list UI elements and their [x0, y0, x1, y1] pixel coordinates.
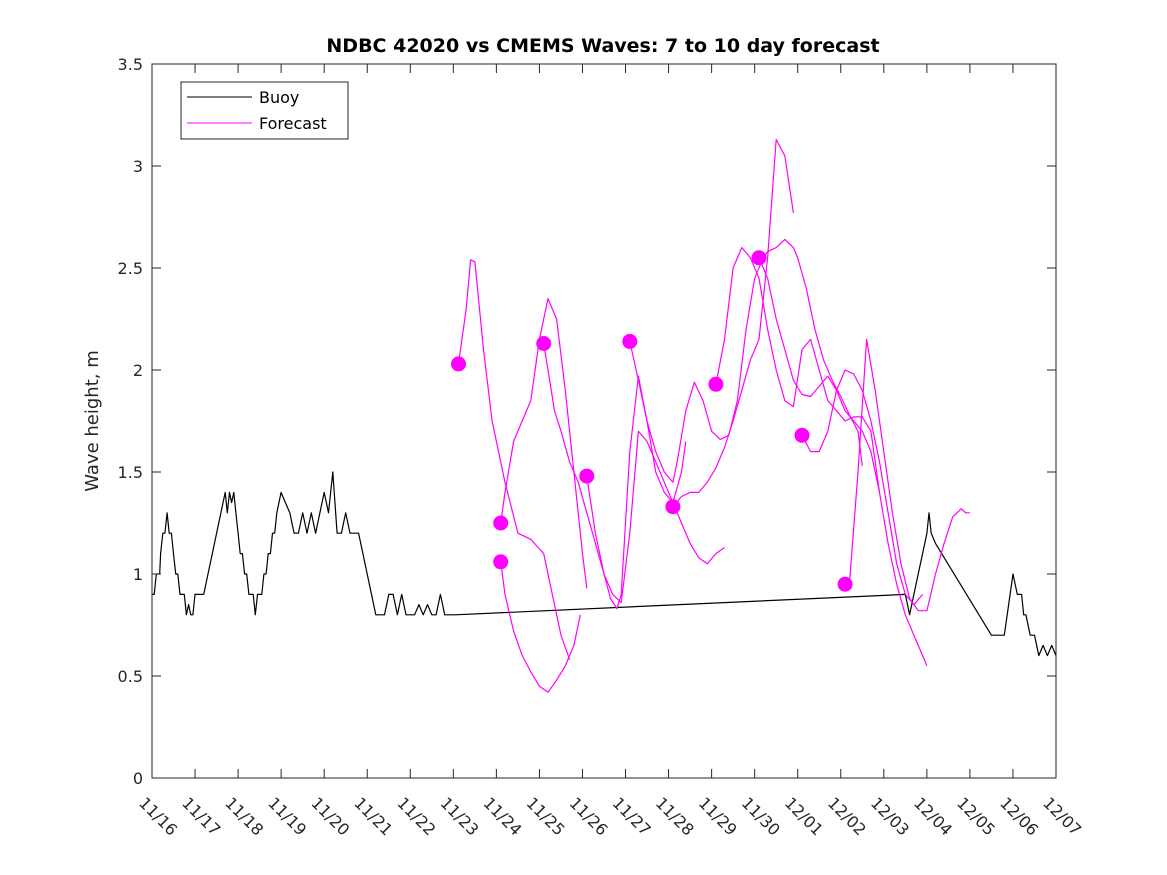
x-tick-label: 11/30 — [738, 793, 784, 839]
plot-frame — [151, 63, 1057, 779]
x-tick-label: 12/04 — [910, 793, 956, 839]
y-axis-label: Wave height, m — [82, 350, 103, 491]
forecast-line — [500, 298, 588, 589]
forecast-start-marker — [493, 554, 509, 570]
forecast-line — [457, 259, 571, 660]
y-axis: 0 0.5 1 1.5 2 2.5 3 3.5 — [118, 55, 1056, 788]
x-tick-label: 11/22 — [393, 793, 439, 839]
forecast-start-marker — [751, 250, 767, 266]
forecast-line — [845, 338, 970, 612]
y-tick-label: 0.5 — [118, 667, 143, 686]
legend: Buoy Forecast — [180, 81, 349, 140]
forecast-start-marker — [794, 427, 810, 443]
x-tick-label: 11/26 — [566, 793, 612, 839]
forecast-start-marker — [708, 376, 724, 392]
forecast-line — [758, 257, 928, 667]
forecast-line — [715, 247, 881, 493]
x-tick-label: 11/23 — [437, 793, 483, 839]
x-tick-label: 12/03 — [867, 793, 913, 839]
series-layer — [152, 138, 1057, 693]
forecast-line — [500, 561, 581, 693]
x-tick-label: 11/18 — [221, 793, 267, 839]
x-tick-label: 12/07 — [1039, 793, 1085, 839]
forecast-line — [543, 343, 687, 610]
forecast-line — [629, 238, 863, 483]
forecast-start-marker — [579, 468, 595, 484]
forecast-start-marker — [536, 336, 552, 351]
forecast-start-marker — [837, 576, 853, 592]
forecast-line — [586, 430, 725, 604]
forecast-line — [672, 138, 794, 508]
y-tick-label: 1.5 — [118, 463, 143, 482]
x-tick-label: 11/17 — [178, 793, 224, 839]
x-tick-label: 11/20 — [307, 793, 353, 839]
x-tick-label: 12/02 — [824, 793, 870, 839]
y-tick-label: 0 — [133, 769, 143, 788]
y-tick-label: 3 — [133, 157, 143, 176]
y-tick-label: 2.5 — [118, 259, 143, 278]
buoy-line — [152, 471, 1057, 657]
x-tick-label: 11/27 — [609, 793, 655, 839]
legend-forecast-label: Forecast — [259, 114, 327, 133]
legend-box — [180, 81, 349, 140]
forecast-start-marker — [493, 515, 509, 531]
forecast-start-marker — [665, 499, 681, 515]
forecast-start-marker — [622, 333, 638, 349]
forecast-line — [801, 369, 924, 606]
y-tick-label: 1 — [133, 565, 143, 584]
x-tick-label: 11/16 — [135, 793, 181, 839]
forecast-start-marker — [451, 356, 466, 372]
x-tick-label: 12/01 — [781, 793, 827, 839]
y-tick-label: 3.5 — [118, 55, 143, 74]
x-tick-label: 11/21 — [350, 793, 396, 839]
plot-area — [152, 64, 1056, 778]
legend-buoy-label: Buoy — [259, 88, 299, 107]
y-tick-label: 2 — [133, 361, 143, 380]
x-tick-label: 11/24 — [480, 793, 526, 839]
x-tick-label: 11/28 — [652, 793, 698, 839]
x-tick-label: 12/05 — [953, 793, 999, 839]
x-tick-label: 11/19 — [264, 793, 310, 839]
x-tick-label: 11/29 — [695, 793, 741, 839]
x-tick-label: 12/06 — [996, 793, 1042, 839]
chart-title: NDBC 42020 vs CMEMS Waves: 7 to 10 day f… — [326, 35, 879, 57]
x-tick-label: 11/25 — [523, 793, 569, 839]
